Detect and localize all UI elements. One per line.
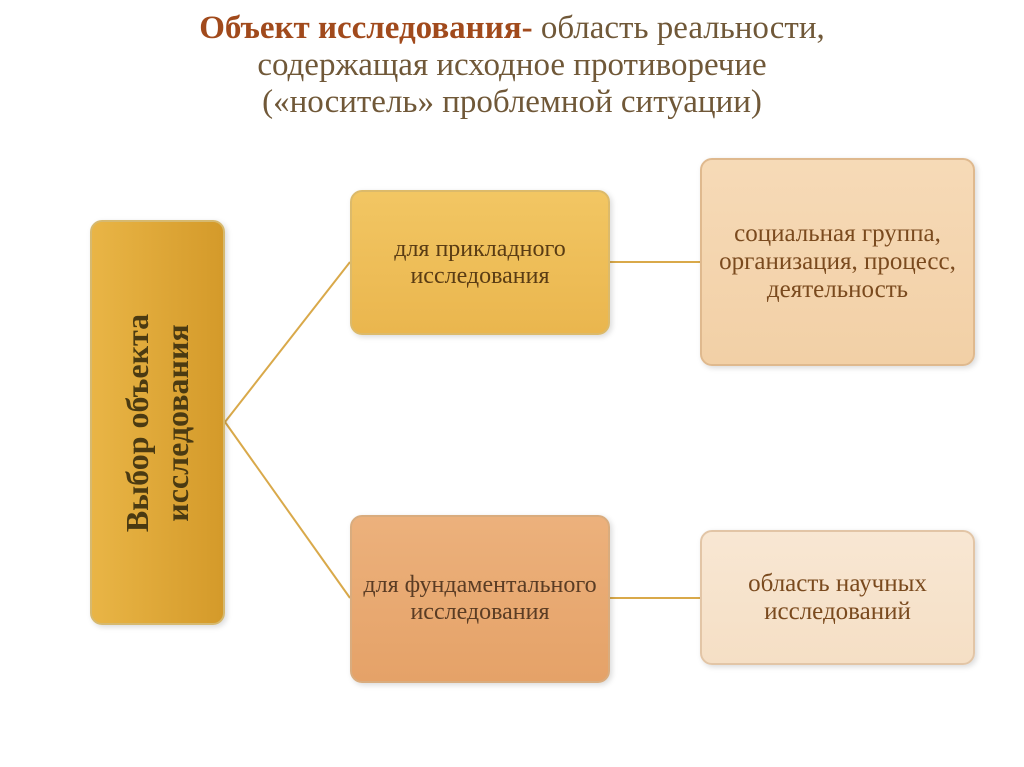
node-scientific-area-label: область научных исследований (712, 570, 963, 626)
node-fundamental-research-label: для фундаментального исследования (362, 572, 598, 626)
hierarchy-diagram: Выбор объекта исследования для прикладно… (0, 160, 1024, 720)
node-social-group-label: социальная группа, организация, процесс,… (712, 220, 963, 304)
slide-title: Объект исследования- область реальности,… (0, 0, 1024, 121)
node-root-label-line1: Выбор объекта (118, 313, 158, 531)
title-rest: область реальности, (533, 10, 825, 46)
title-line3: («носитель» проблемной ситуации) (40, 84, 984, 121)
node-root-label-line2: исследования (158, 313, 198, 531)
node-fundamental-research: для фундаментального исследования (350, 515, 610, 683)
node-root-label: Выбор объекта исследования (118, 313, 198, 531)
title-line2: содержащая исходное противоречие (40, 47, 984, 84)
node-applied-research-label: для прикладного исследования (362, 236, 598, 290)
node-root: Выбор объекта исследования (90, 220, 225, 625)
title-strong: Объект исследования- (199, 10, 532, 46)
node-applied-research: для прикладного исследования (350, 190, 610, 335)
node-social-group: социальная группа, организация, процесс,… (700, 158, 975, 366)
node-scientific-area: область научных исследований (700, 530, 975, 665)
